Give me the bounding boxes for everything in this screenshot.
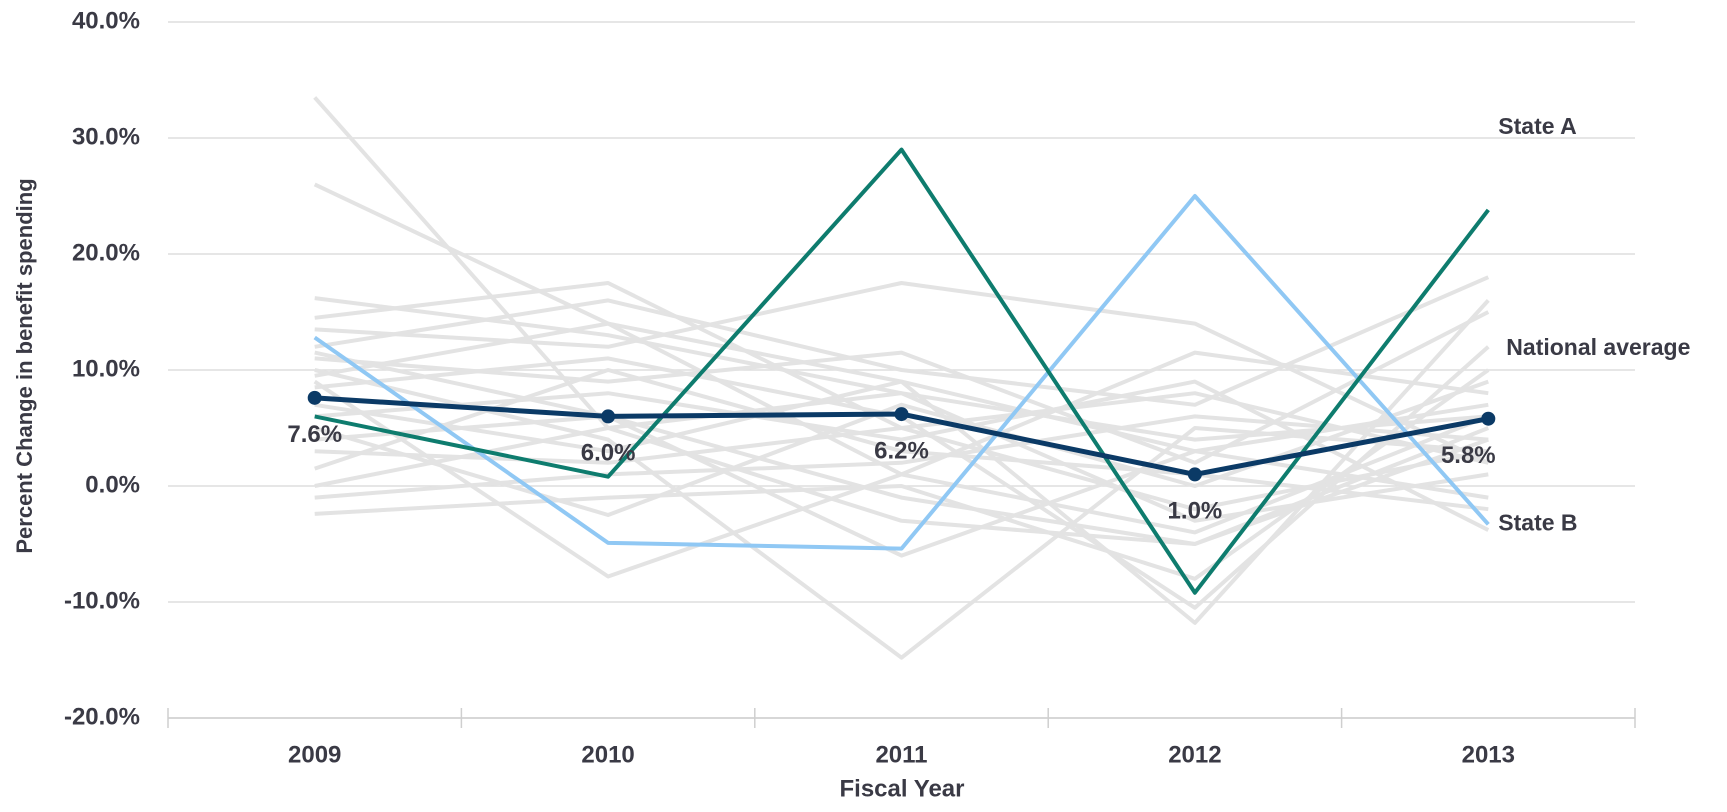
series-label: State B	[1498, 509, 1577, 535]
x-tick-label: 2013	[1462, 741, 1515, 768]
data-label: 7.6%	[287, 421, 342, 448]
data-point	[1187, 467, 1202, 482]
state-line	[314, 391, 1489, 523]
y-tick-label: 0.0%	[85, 471, 140, 498]
series-label: National average	[1506, 334, 1690, 360]
data-point	[1481, 411, 1496, 426]
state-line	[314, 391, 1489, 465]
data-label: 1.0%	[1168, 498, 1223, 525]
state-line	[314, 321, 1490, 535]
data-point	[894, 407, 909, 422]
state-line	[314, 299, 1490, 625]
y-tick-label: -20.0%	[64, 703, 140, 730]
x-tick-label: 2010	[581, 741, 634, 768]
state-line	[314, 368, 1489, 660]
state-line	[314, 379, 1489, 517]
state-line	[314, 345, 1490, 610]
x-tick-label: 2009	[288, 741, 341, 768]
data-label: 5.8%	[1441, 442, 1496, 469]
y-axis-title: Percent Change in benefit spending	[12, 178, 37, 553]
data-point	[307, 390, 322, 405]
data-label: 6.2%	[874, 437, 929, 464]
y-tick-label: 10.0%	[72, 355, 140, 382]
state-line	[314, 368, 1490, 581]
state-line	[314, 368, 1489, 512]
x-tick-label: 2011	[875, 741, 927, 768]
data-point	[601, 409, 616, 424]
y-tick-label: 30.0%	[72, 123, 140, 150]
highlight-line	[314, 147, 1490, 595]
state-line	[314, 275, 1490, 407]
y-tick-label: 40.0%	[72, 7, 140, 34]
state-line	[314, 310, 1490, 465]
y-tick-label: -10.0%	[64, 587, 140, 614]
state-line	[314, 414, 1489, 500]
data-label: 6.0%	[581, 440, 636, 467]
x-axis-title: Fiscal Year	[840, 775, 965, 802]
x-tick-label: 2012	[1168, 741, 1221, 768]
highlight-line	[313, 194, 1490, 551]
series-label: State A	[1498, 113, 1576, 139]
y-tick-label: 20.0%	[72, 239, 140, 266]
